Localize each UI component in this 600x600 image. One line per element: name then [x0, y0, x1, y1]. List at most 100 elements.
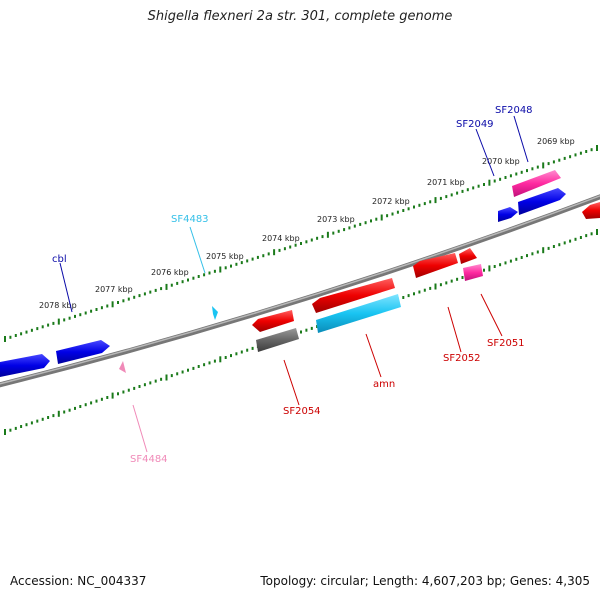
tick-mark — [246, 348, 249, 352]
tick-mark — [585, 234, 588, 238]
tick-mark — [36, 419, 39, 423]
tick-mark — [176, 372, 179, 376]
tick-label: 2076 kbp — [151, 268, 189, 277]
tick-mark — [321, 235, 324, 239]
tick-mark — [445, 281, 448, 285]
tick-mark — [246, 259, 249, 263]
tick-mark — [9, 428, 12, 432]
tick-mark — [122, 390, 125, 394]
tick-mark — [36, 327, 39, 331]
tick-mark — [515, 172, 518, 176]
gene-arrow[interactable] — [512, 170, 561, 197]
gene-arrow[interactable] — [413, 253, 458, 278]
gene-arrow[interactable] — [256, 328, 299, 352]
tick-mark — [203, 363, 206, 367]
tick-mark — [461, 189, 464, 193]
tick-mark — [47, 323, 50, 327]
gene-arrow[interactable] — [459, 248, 477, 264]
tick-mark — [450, 193, 453, 197]
tick-mark — [154, 288, 157, 292]
gene-arrow[interactable] — [252, 310, 294, 332]
gene-arrow[interactable] — [518, 188, 566, 215]
gene-marker[interactable] — [119, 361, 126, 373]
gene-marker[interactable] — [212, 306, 218, 320]
gene-label-sf2048[interactable]: SF2048 — [495, 105, 533, 116]
tick-mark — [230, 264, 232, 268]
tick-mark — [574, 153, 577, 157]
tick-mark — [466, 188, 469, 192]
tick-mark — [423, 202, 426, 206]
forward-tick-track — [4, 145, 598, 342]
tick-mark — [391, 212, 394, 216]
tick-mark — [402, 296, 405, 299]
tick-mark — [364, 221, 367, 225]
tick-mark — [547, 246, 550, 250]
tick-mark — [20, 332, 23, 336]
gene-label-sf2049[interactable]: SF2049 — [456, 119, 494, 130]
gene-label-sf4483[interactable]: SF4483 — [171, 214, 209, 225]
tick-mark — [283, 247, 286, 251]
tick-mark — [488, 179, 491, 186]
tick-mark — [111, 392, 114, 399]
gene-label-amn[interactable]: amn — [373, 379, 395, 390]
genome-title: Shigella flexneri 2a str. 301, complete … — [147, 9, 453, 24]
tick-mark — [63, 318, 66, 322]
tick-mark — [526, 254, 528, 258]
gene-label-cbl[interactable]: cbl — [52, 254, 67, 265]
tick-mark — [504, 176, 507, 179]
tick-mark — [305, 240, 308, 244]
tick-mark — [483, 183, 485, 186]
tick-mark — [509, 174, 512, 178]
tick-label: 2077 kbp — [95, 285, 133, 294]
tick-mark — [305, 328, 308, 332]
tick-mark — [300, 330, 302, 334]
tick-mark — [596, 229, 598, 235]
tick-mark — [197, 365, 200, 368]
tick-mark — [176, 281, 179, 285]
tick-mark — [224, 266, 227, 270]
tick-mark — [192, 366, 195, 370]
tick-mark — [160, 287, 163, 291]
tick-mark — [213, 359, 216, 363]
tick-mark — [149, 290, 152, 294]
tick-mark — [402, 209, 405, 212]
tick-mark — [95, 308, 98, 311]
tick-mark — [165, 374, 168, 381]
gene-label-sf2052[interactable]: SF2052 — [443, 353, 481, 364]
tick-mark — [138, 294, 141, 298]
tick-mark — [520, 256, 523, 259]
gene-arrow[interactable] — [316, 294, 401, 333]
gene-arrow[interactable] — [56, 340, 110, 364]
tick-mark — [278, 248, 281, 252]
tick-mark — [25, 330, 28, 334]
tick-label: 2074 kbp — [262, 234, 300, 243]
tick-mark — [25, 423, 28, 427]
tick-mark — [52, 414, 55, 418]
tick-mark — [509, 259, 512, 263]
tick-mark — [579, 151, 582, 155]
gene-arrow[interactable] — [312, 278, 395, 313]
tick-mark — [187, 368, 189, 372]
tick-label: 2073 kbp — [317, 215, 355, 224]
gene-label-sf2051[interactable]: SF2051 — [487, 338, 525, 349]
tick-mark — [300, 242, 302, 245]
gene-label-sf4484[interactable]: SF4484 — [130, 454, 168, 465]
tick-mark — [488, 265, 491, 272]
tick-mark — [203, 273, 206, 277]
gene-arrow[interactable] — [463, 264, 483, 281]
gene-label-sf2054[interactable]: SF2054 — [283, 406, 321, 417]
tick-mark — [192, 276, 195, 280]
gene-arrow[interactable] — [582, 202, 600, 219]
gene-arrow[interactable] — [498, 207, 518, 222]
gene-arrow[interactable] — [0, 354, 50, 377]
tick-mark — [100, 306, 103, 310]
accession-text: Accession: NC_004337 — [10, 574, 147, 588]
tick-mark — [343, 228, 346, 232]
tick-mark — [569, 239, 572, 243]
tick-mark — [477, 184, 480, 188]
tick-mark — [423, 288, 426, 292]
tick-mark — [90, 401, 93, 405]
tick-mark — [219, 266, 222, 273]
tick-mark — [536, 250, 539, 254]
